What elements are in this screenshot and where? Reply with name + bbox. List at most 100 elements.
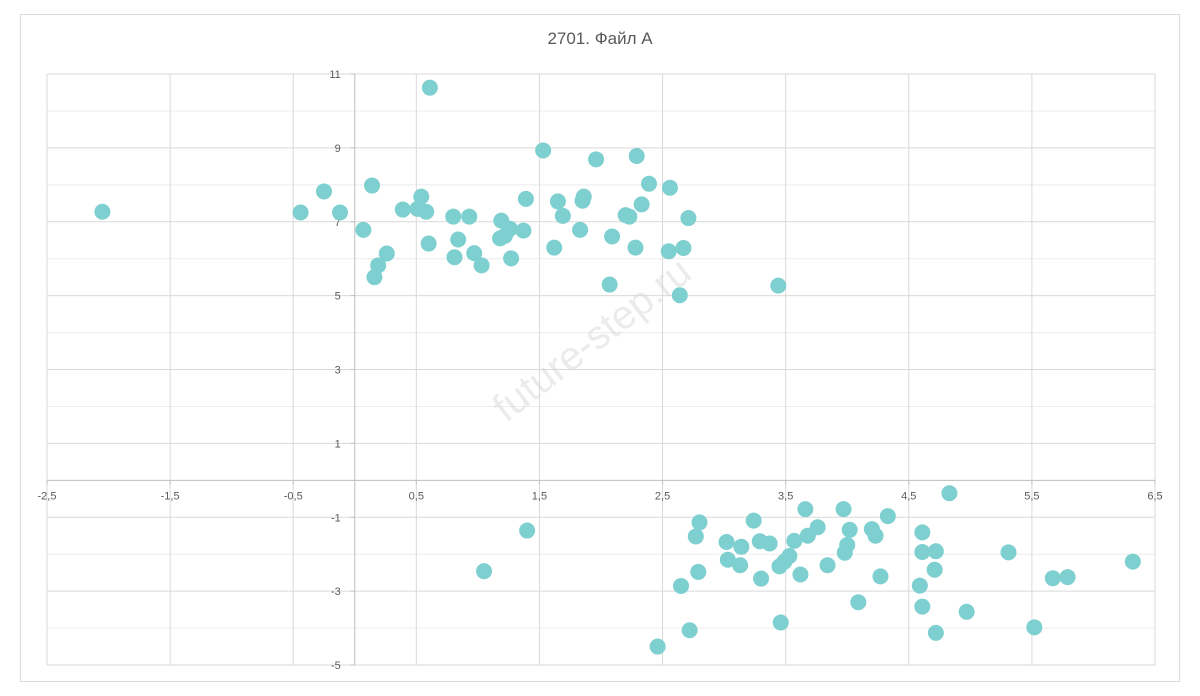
data-point bbox=[914, 598, 931, 615]
data-point bbox=[926, 561, 943, 578]
data-point bbox=[370, 257, 387, 274]
data-point bbox=[519, 522, 536, 539]
x-tick-label: 6,5 bbox=[1147, 490, 1162, 502]
watermark: future-step.ru bbox=[485, 249, 700, 430]
data-point bbox=[753, 570, 770, 587]
data-point bbox=[941, 485, 958, 502]
data-point bbox=[680, 210, 697, 227]
chart-area bbox=[20, 14, 1180, 682]
data-point bbox=[691, 514, 708, 531]
data-point bbox=[867, 527, 884, 544]
chart-title: 2701. Файл А bbox=[547, 29, 653, 48]
data-point bbox=[675, 239, 692, 256]
data-point bbox=[292, 204, 309, 221]
data-point bbox=[819, 557, 836, 574]
data-point bbox=[418, 203, 435, 220]
data-point bbox=[719, 551, 736, 568]
y-tick-label: -3 bbox=[331, 586, 341, 598]
data-point bbox=[627, 239, 644, 256]
y-tick-label: -1 bbox=[331, 512, 341, 524]
x-tick-label: 5,5 bbox=[1024, 490, 1039, 502]
data-point bbox=[621, 208, 638, 225]
y-tick-label: 3 bbox=[335, 365, 341, 377]
data-point bbox=[1026, 619, 1043, 636]
x-tick-label: 3,5 bbox=[778, 490, 793, 502]
data-point bbox=[503, 250, 520, 267]
data-point bbox=[546, 239, 563, 256]
data-point bbox=[364, 177, 381, 194]
x-tick-label: 0,5 bbox=[409, 490, 424, 502]
x-tick-label: -0,5 bbox=[284, 490, 303, 502]
data-point bbox=[515, 222, 532, 239]
data-point bbox=[673, 577, 690, 594]
data-point bbox=[761, 535, 778, 552]
data-point bbox=[476, 563, 493, 580]
data-point bbox=[628, 148, 645, 165]
data-point bbox=[94, 203, 111, 220]
data-point bbox=[588, 151, 605, 168]
data-point bbox=[850, 594, 867, 611]
data-point bbox=[466, 245, 483, 262]
data-point bbox=[378, 245, 395, 262]
data-point bbox=[461, 208, 478, 225]
data-point bbox=[420, 235, 437, 252]
data-point bbox=[572, 221, 589, 238]
data-point bbox=[792, 566, 809, 583]
data-point bbox=[450, 231, 467, 248]
data-point bbox=[535, 142, 552, 159]
data-point bbox=[575, 188, 592, 205]
data-point bbox=[604, 228, 621, 245]
data-point bbox=[872, 568, 889, 585]
data-point bbox=[681, 622, 698, 639]
data-point bbox=[332, 204, 349, 221]
data-point bbox=[633, 196, 650, 213]
data-point bbox=[501, 220, 518, 237]
data-point bbox=[517, 190, 534, 207]
data-point bbox=[601, 276, 618, 293]
data-point bbox=[841, 521, 858, 538]
data-point bbox=[445, 208, 462, 225]
data-point bbox=[781, 548, 798, 565]
data-point bbox=[661, 179, 678, 196]
x-tick-label: 2,5 bbox=[655, 490, 670, 502]
data-point bbox=[549, 193, 566, 210]
y-tick-label: 11 bbox=[329, 69, 340, 81]
data-point bbox=[879, 508, 896, 525]
y-tick-label: 9 bbox=[335, 143, 341, 155]
data-point bbox=[927, 543, 944, 560]
data-point bbox=[733, 538, 750, 555]
data-point bbox=[958, 603, 975, 620]
data-point bbox=[641, 175, 658, 192]
data-point bbox=[1059, 569, 1076, 586]
x-tick-label: 4,5 bbox=[901, 490, 916, 502]
data-point bbox=[786, 532, 803, 549]
y-tick-label: 7 bbox=[335, 217, 341, 229]
data-point bbox=[797, 501, 814, 518]
x-tick-label: 1,5 bbox=[532, 490, 547, 502]
data-point bbox=[316, 183, 332, 200]
data-point bbox=[927, 624, 944, 641]
data-point bbox=[914, 524, 931, 541]
axes bbox=[46, 73, 1156, 666]
data-point bbox=[660, 243, 677, 260]
tick-labels: -2,5 -1,5 -0,5 0,5 1,5 2,5 3,5 4,5 5,5 6,5 -5 -3 -1 1… bbox=[38, 69, 1163, 672]
data-point bbox=[835, 501, 852, 518]
data-point bbox=[772, 614, 789, 631]
data-point bbox=[911, 577, 928, 594]
data-point bbox=[1124, 553, 1141, 570]
data-point bbox=[413, 188, 430, 205]
data-point bbox=[690, 563, 707, 580]
data-point bbox=[809, 519, 826, 536]
data-point bbox=[839, 536, 856, 553]
y-tick-label: -5 bbox=[331, 660, 341, 672]
data-point bbox=[770, 277, 787, 294]
data-point bbox=[687, 528, 704, 545]
data-point bbox=[671, 287, 688, 304]
data-point bbox=[554, 207, 571, 224]
data-point bbox=[394, 201, 411, 218]
data-point bbox=[1044, 570, 1061, 587]
data-point bbox=[446, 249, 463, 266]
data-point bbox=[732, 557, 749, 574]
y-tick-label: 5 bbox=[335, 291, 341, 303]
data-point bbox=[473, 257, 490, 274]
